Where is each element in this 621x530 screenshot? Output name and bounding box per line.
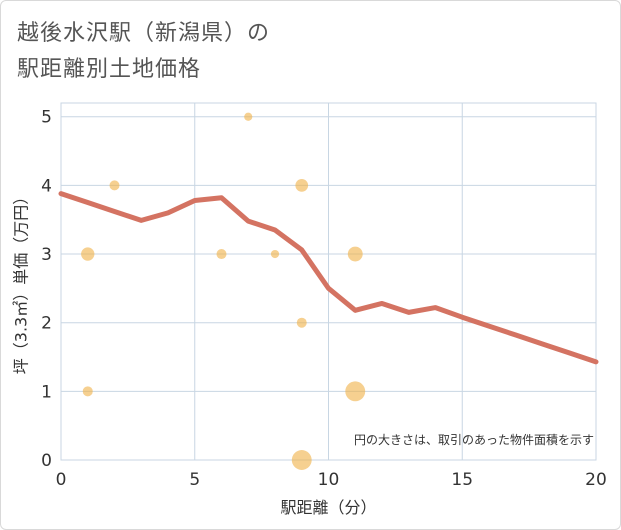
trend-line-series xyxy=(58,191,599,365)
y-axis-label: 坪（3.3㎡）単価（万円） xyxy=(12,189,31,374)
y-tick-label: 4 xyxy=(41,176,52,196)
bubble-point xyxy=(81,247,95,261)
x-tick-label: 20 xyxy=(585,470,607,490)
average-price-line xyxy=(58,191,599,365)
y-tick-label: 3 xyxy=(41,245,52,265)
bubble-point xyxy=(82,386,93,397)
x-axis-label: 駅距離（分） xyxy=(280,498,376,517)
bubble-point xyxy=(347,246,363,262)
bubble-point xyxy=(345,381,366,402)
x-tick-label: 5 xyxy=(189,470,200,490)
title-line-2: 駅距離別土地価格 xyxy=(17,57,202,82)
title-line-1: 越後水沢駅（新潟県）の xyxy=(17,21,271,46)
axis-ticks: 0 5 10 15 20 0 1 2 3 4 5 xyxy=(41,108,607,490)
bubble-size-note: 円の大きさは、取引のあった物件面積を示す xyxy=(354,432,594,447)
bubble-point xyxy=(109,180,120,191)
x-tick-label: 15 xyxy=(451,470,473,490)
grid xyxy=(60,103,597,461)
x-tick-label: 10 xyxy=(318,470,340,490)
bubble-point xyxy=(291,450,312,470)
y-tick-label: 0 xyxy=(41,451,52,471)
bubble-point xyxy=(244,112,253,121)
bubble-point xyxy=(295,179,309,192)
y-tick-label: 2 xyxy=(41,314,52,334)
bubble-point xyxy=(216,249,227,260)
bubble-point xyxy=(270,249,280,259)
bubble-series xyxy=(81,112,366,470)
y-tick-label: 1 xyxy=(41,382,52,402)
chart-title: 越後水沢駅（新潟県）の 駅距離別土地価格 xyxy=(17,16,270,88)
x-tick-label: 0 xyxy=(56,470,67,490)
y-tick-label: 5 xyxy=(41,108,52,128)
bubble-point xyxy=(296,317,307,328)
plot-area xyxy=(60,102,597,461)
